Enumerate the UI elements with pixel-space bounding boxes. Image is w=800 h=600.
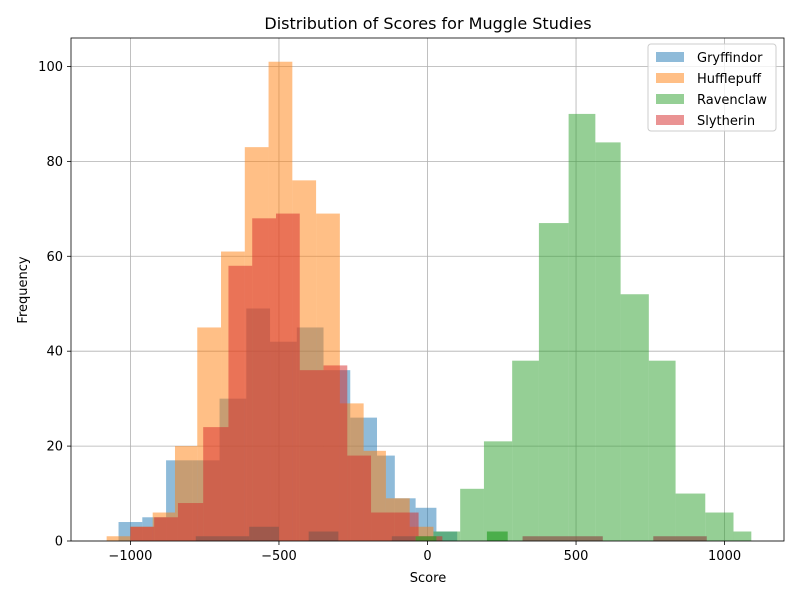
bar [347,455,372,541]
y-tick-label: 60 [46,250,63,265]
legend-swatch [656,73,684,83]
y-tick-label: 20 [46,440,63,455]
legend-swatch [656,52,684,62]
legend-item-slytherin: Slytherin [656,114,755,129]
legend-item-hufflepuff: Hufflepuff [656,72,762,87]
legend-item-ravenclaw: Ravenclaw [656,93,767,108]
chart-title: Distribution of Scores for Muggle Studie… [264,14,591,33]
bar [371,512,395,541]
bar [433,531,461,541]
legend: Gryffindor Hufflepuff Ravenclaw Slytherin [647,43,777,132]
series-ravenclaw [433,113,752,541]
y-tick-label: 40 [46,345,63,360]
bar [733,531,752,541]
legend-swatch [656,115,684,125]
bar [275,213,300,541]
bar [538,223,569,541]
bar [203,427,229,541]
x-tick-label: 1000 [708,549,741,564]
histogram-bars [106,61,752,542]
y-axis-label: Frequency [16,256,31,323]
y-tick-label: 80 [46,155,63,170]
bar [249,526,279,541]
legend-item-gryffindor: Gryffindor [656,51,763,66]
legend-swatch [656,94,684,104]
bar [512,360,539,541]
bar [705,512,734,541]
bar [675,493,706,541]
x-axis-label: Score [410,571,446,586]
overlap-bars [415,531,508,541]
bar [648,360,676,541]
y-tick-label: 0 [55,535,63,550]
overlap-bars [195,526,707,541]
bar [106,536,131,541]
bar [653,536,707,541]
y-tick-label: 100 [38,60,63,75]
x-tick-label: −500 [261,549,297,564]
x-tick-label: −1000 [108,549,152,564]
bar [252,218,276,542]
bar [195,536,250,541]
legend-label: Slytherin [697,114,755,129]
bar [415,536,437,541]
x-tick-label: 500 [564,549,589,564]
bar [460,488,484,541]
bar [130,526,155,541]
bar [299,370,324,541]
bar [177,503,204,541]
bar [568,113,596,541]
bar [486,531,508,541]
bar [394,512,419,541]
bar [154,517,178,541]
legend-label: Ravenclaw [697,93,767,108]
bar [595,142,621,541]
bar [620,294,649,541]
x-tick-label: 0 [423,549,431,564]
legend-label: Hufflepuff [697,72,762,87]
bar [522,536,603,541]
tick-labels: −1000 −500 0 500 1000 0 20 40 60 80 100 [38,60,741,564]
bar [391,536,416,541]
legend-box [647,43,777,132]
bar [323,365,348,541]
bar [483,441,513,541]
bar [228,265,253,541]
legend-label: Gryffindor [697,51,763,66]
bar [308,531,339,541]
